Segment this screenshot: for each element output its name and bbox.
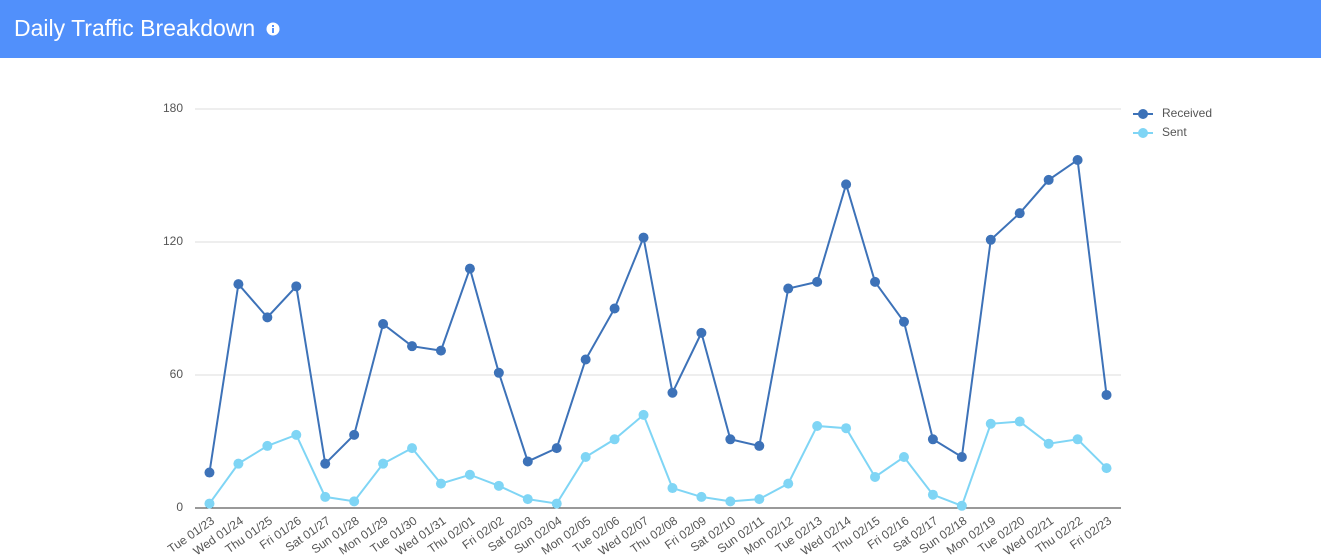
data-point — [378, 458, 389, 469]
data-point — [580, 452, 591, 463]
data-point — [609, 303, 620, 314]
data-point — [725, 496, 736, 507]
data-point — [812, 276, 823, 287]
data-point — [956, 452, 967, 463]
data-point — [262, 312, 273, 323]
data-point — [204, 498, 215, 509]
data-point — [551, 498, 562, 509]
data-point — [667, 387, 678, 398]
data-point — [493, 480, 504, 491]
series-line — [208, 158, 1108, 473]
info-icon[interactable] — [266, 22, 280, 36]
data-point — [464, 469, 475, 480]
data-point — [464, 263, 475, 274]
data-point — [580, 354, 591, 365]
data-point — [407, 443, 418, 454]
data-point — [349, 429, 360, 440]
data-point — [927, 489, 938, 500]
legend-marker — [1138, 109, 1148, 119]
data-point — [1072, 434, 1083, 445]
y-tick-label: 120 — [163, 234, 183, 248]
y-tick-label: 180 — [163, 101, 183, 115]
data-point — [1043, 174, 1054, 185]
data-point — [898, 316, 909, 327]
data-point — [551, 443, 562, 454]
data-point — [754, 494, 765, 505]
data-point — [1043, 438, 1054, 449]
data-point — [609, 434, 620, 445]
data-point — [320, 491, 331, 502]
data-point — [1101, 389, 1112, 400]
data-point — [783, 283, 794, 294]
data-point — [985, 234, 996, 245]
data-point — [870, 471, 881, 482]
data-point — [898, 452, 909, 463]
data-point — [783, 478, 794, 489]
y-tick-label: 60 — [170, 367, 184, 381]
data-point — [233, 279, 244, 290]
data-point — [638, 409, 649, 420]
data-point — [985, 418, 996, 429]
data-point — [349, 496, 360, 507]
legend-label: Sent — [1162, 125, 1187, 139]
legend-label: Received — [1162, 106, 1212, 120]
data-point — [378, 319, 389, 330]
legend-marker — [1138, 128, 1148, 138]
data-point — [1014, 208, 1025, 219]
data-point — [696, 327, 707, 338]
y-tick-label: 0 — [176, 500, 183, 514]
data-point — [435, 478, 446, 489]
data-point — [870, 276, 881, 287]
data-point — [725, 434, 736, 445]
data-point — [291, 429, 302, 440]
series-line — [208, 413, 1108, 508]
chart-title: Daily Traffic Breakdown — [14, 15, 256, 41]
data-point — [841, 423, 852, 434]
data-point — [956, 500, 967, 511]
data-point — [667, 483, 678, 494]
header: Daily Traffic Breakdown — [0, 0, 1321, 58]
data-point — [927, 434, 938, 445]
data-point — [1072, 154, 1083, 165]
data-point — [841, 179, 852, 190]
data-point — [754, 440, 765, 451]
data-point — [1101, 463, 1112, 474]
data-point — [320, 458, 331, 469]
data-point — [204, 467, 215, 478]
data-point — [291, 281, 302, 292]
data-point — [812, 420, 823, 431]
data-point — [522, 456, 533, 467]
data-point — [522, 494, 533, 505]
data-point — [493, 367, 504, 378]
data-point — [1014, 416, 1025, 427]
data-point — [638, 232, 649, 243]
data-point — [233, 458, 244, 469]
data-point — [262, 440, 273, 451]
data-point — [696, 491, 707, 502]
data-point — [407, 341, 418, 352]
data-point — [435, 345, 446, 356]
